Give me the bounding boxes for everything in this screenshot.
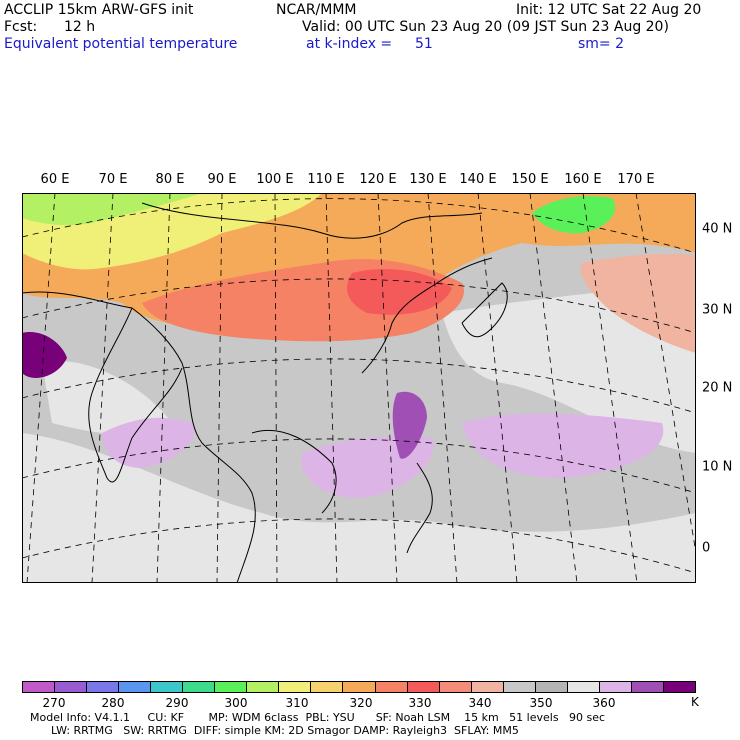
light-region-south (22, 433, 696, 583)
model-info-line2: LW: RRTMG SW: RRTMG DIFF: simple KM: 2D … (30, 724, 519, 737)
colorbar-swatch (215, 682, 248, 692)
purple-region-wpac (462, 413, 664, 478)
colorbar-swatch (535, 682, 568, 692)
lat-label: 40 N (702, 221, 733, 237)
colorbar-swatch (183, 682, 216, 692)
colorbar-tick-label: 280 (101, 696, 125, 710)
lon-label: 110 E (307, 172, 345, 187)
colorbar-swatch (631, 682, 664, 692)
grid-lat-20 (22, 358, 696, 414)
colorbar-swatch (23, 682, 56, 692)
lon-label: 140 E (459, 172, 497, 187)
colorbar-tick-label: 320 (349, 696, 373, 710)
colorbar-swatch (87, 682, 120, 692)
lon-label: 130 E (409, 172, 447, 187)
grid-lat-10 (22, 438, 696, 494)
colorbar-tick-label: 310 (285, 696, 309, 710)
level-label: at k-index = (306, 36, 393, 52)
colorbar-swatch (247, 682, 280, 692)
colorbar-swatch (279, 682, 312, 692)
red-core-china (347, 268, 452, 315)
colorbar-swatch (599, 682, 632, 692)
colorbar-tick-label: 350 (529, 696, 553, 710)
init-time: Init: 12 UTC Sat 22 Aug 20 (516, 2, 702, 18)
colorbar-swatch (407, 682, 440, 692)
forecast-value: 12 h (64, 19, 96, 35)
coastline-japan (461, 282, 508, 338)
colorbar-swatch (311, 682, 344, 692)
lat-label: 30 N (702, 302, 733, 318)
colorbar-swatch (503, 682, 536, 692)
lon-label: 120 E (359, 172, 397, 187)
center-label: NCAR/MMM (276, 2, 357, 18)
colorbar-tick-label: 330 (408, 696, 432, 710)
green-region (532, 196, 616, 234)
coastline-south-asia (22, 291, 256, 583)
grid-lon-170 (635, 193, 696, 554)
lat-label: 0 (702, 540, 711, 556)
colorbar-swatch (471, 682, 504, 692)
level-value: 51 (415, 36, 433, 52)
colorbar-swatch (343, 682, 376, 692)
lon-label: 170 E (617, 172, 655, 187)
colorbar-swatch (151, 682, 184, 692)
field-name: Equivalent potential temperature (4, 36, 238, 52)
grid-lat-40 (22, 198, 696, 254)
colorbar-swatch (375, 682, 408, 692)
purple-region-bay (102, 417, 194, 468)
salmon-region-pacific (580, 253, 696, 353)
colorbar-swatch (567, 682, 600, 692)
map-border (22, 193, 696, 583)
lon-label: 150 E (511, 172, 549, 187)
border-mongolia (141, 202, 483, 239)
coastline-philippines (406, 462, 433, 554)
map-panel (22, 193, 696, 583)
colorbar-tick-label: 290 (165, 696, 189, 710)
lon-label: 70 E (98, 172, 128, 187)
colorbar-tick-label: 270 (42, 696, 66, 710)
colorbar-swatch (119, 682, 152, 692)
lon-label: 80 E (155, 172, 185, 187)
colorbar-swatch (55, 682, 88, 692)
dark-purple-region-west (22, 332, 67, 378)
lat-label: 10 N (702, 459, 733, 475)
colorbar-tick-label: 340 (468, 696, 492, 710)
colorbar-tick-label: 300 (224, 696, 248, 710)
model-title: ACCLIP 15km ARW-GFS init (4, 2, 194, 18)
coastline-china-east (361, 257, 493, 374)
coastline-india (88, 307, 183, 483)
colorbar (22, 681, 696, 693)
model-info-line1: Model Info: V4.1.1 CU: KF MP: WDM 6class… (30, 711, 606, 724)
coastline-indochina (251, 429, 337, 514)
colorbar-swatch (439, 682, 472, 692)
forecast-label: Fcst: (4, 19, 38, 35)
lon-label: 60 E (40, 172, 70, 187)
lon-label: 160 E (564, 172, 602, 187)
grid-lat-0 (22, 518, 696, 574)
lat-label: 20 N (702, 380, 733, 396)
light-region-india (42, 361, 172, 435)
colorbar-tick-label: 360 (592, 696, 616, 710)
colorbar-unit: K (691, 695, 699, 709)
colorbar-swatch (663, 682, 695, 692)
lon-label: 90 E (207, 172, 237, 187)
valid-time: Valid: 00 UTC Sun 23 Aug 20 (09 JST Sun … (302, 19, 669, 35)
smoothing-label: sm= 2 (578, 36, 625, 52)
lon-label: 100 E (256, 172, 294, 187)
grid-lat-30 (22, 278, 696, 334)
